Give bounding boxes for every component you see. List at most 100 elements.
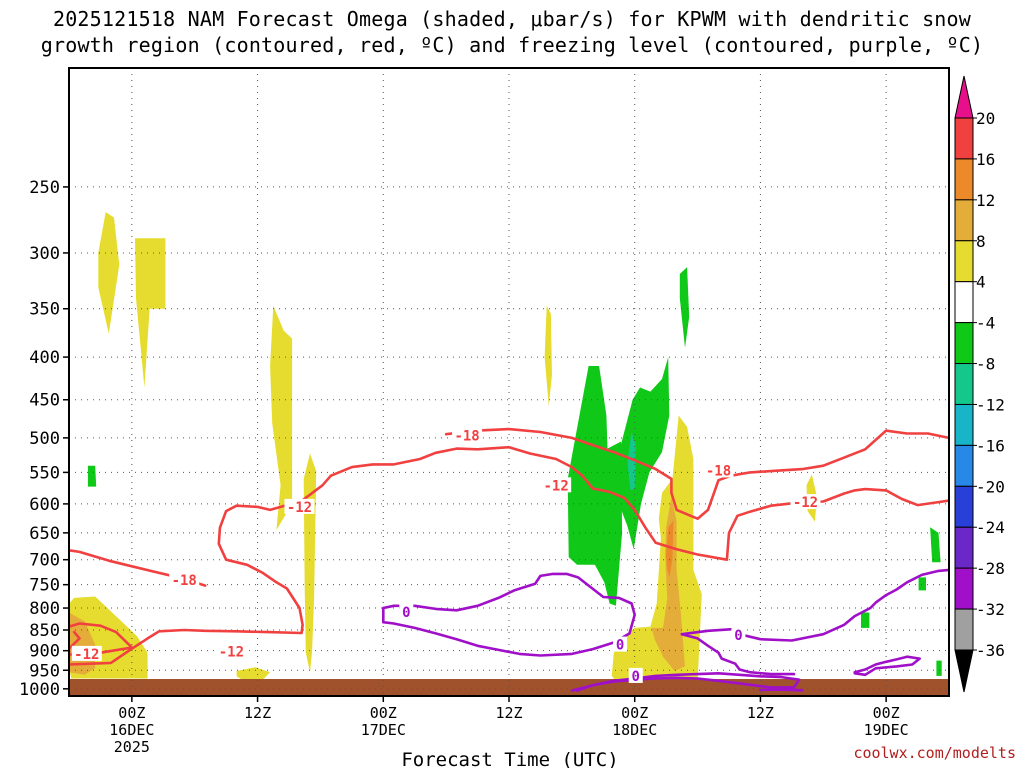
- y-tick-label-300: 300: [29, 244, 60, 264]
- plot-background: [69, 68, 949, 696]
- colorbar-label-3: 8: [976, 232, 986, 251]
- contour-label-5-0: 0: [632, 669, 640, 685]
- colorbar-label-10: -24: [976, 518, 1005, 537]
- contour-label-bg-1-1: [284, 498, 315, 514]
- colorbar-bin-12: [954, 608, 974, 651]
- chart-title-line1: 2025121518 NAM Forecast Omega (shaded, μ…: [52, 7, 972, 31]
- colorbar-label-4: 4: [976, 273, 986, 292]
- y-tick-label-850: 850: [29, 621, 60, 641]
- colorbar-label-12: -32: [976, 600, 1005, 619]
- contour-line-7: [680, 632, 796, 676]
- omega-shaded-region-19: [918, 577, 926, 591]
- y-tick-label-950: 950: [29, 661, 60, 681]
- contour-label-bg-1-3: [790, 494, 821, 510]
- omega-shaded-region-12: [679, 267, 690, 348]
- contour-line-5: [570, 672, 801, 692]
- x-tick-label-12-1: 12Z: [244, 704, 271, 722]
- x-axis-label: Forecast Time (UTC): [401, 749, 618, 768]
- colorbar-bin-2: [954, 199, 974, 242]
- omega-shaded-region-20: [861, 612, 870, 628]
- x-tick-label-48-1: 00Z: [621, 704, 648, 722]
- contour-label-bg-1-0: [216, 643, 247, 659]
- omega-shaded-region-14: [651, 497, 685, 671]
- y-tick-label-700: 700: [29, 551, 60, 571]
- omega-shaded-region-15: [666, 520, 674, 578]
- omega-shaded-region-1: [135, 238, 166, 388]
- x-tick-label-60-1: 12Z: [747, 704, 774, 722]
- contour-label-6-0: 0: [734, 628, 742, 644]
- colorbar-bin-7: [954, 403, 974, 446]
- x-tick-label-24-2: 17DEC: [361, 721, 406, 739]
- colorbar-bin-5: [954, 322, 974, 365]
- colorbar-label-5: -4: [976, 314, 995, 333]
- omega-shaded-region-21: [936, 660, 942, 676]
- omega-shaded-region-0: [98, 212, 120, 334]
- omega-shaded-region-18: [930, 527, 941, 563]
- y-tick-label-400: 400: [29, 348, 60, 368]
- contour-label-bg-5-0: [628, 667, 643, 683]
- y-tick-label-450: 450: [29, 391, 60, 411]
- contour-label-bg-2-0: [169, 571, 200, 587]
- contour-label-bg-3-0: [452, 427, 483, 443]
- colorbar-top-arrow: [954, 75, 974, 119]
- y-tick-label-350: 350: [29, 300, 60, 320]
- colorbar-label-0: 20: [976, 109, 995, 128]
- colorbar-bin-6: [954, 363, 974, 405]
- contour-label-bg-4-1: [613, 636, 628, 652]
- y-tick-label-800: 800: [29, 599, 60, 619]
- colorbar-bin-10: [954, 526, 974, 569]
- colorbar-bottom-arrow: [954, 649, 974, 693]
- contour-label-bg-6-0: [731, 627, 746, 643]
- x-tick-label-0-1: 00Z: [118, 704, 145, 722]
- contour-label-1-3: -12: [793, 495, 818, 511]
- colorbar-label-8: -16: [976, 436, 1005, 455]
- x-tick-label-72-1: 00Z: [873, 704, 900, 722]
- y-tick-label-550: 550: [29, 463, 60, 483]
- x-tick-label-48-2: 18DEC: [612, 721, 657, 739]
- contour-label-bg-3-1: [703, 462, 734, 478]
- omega-shaded-region-4: [270, 305, 293, 531]
- y-tick-label-1000: 1000: [19, 680, 60, 700]
- contour-label-bg-1-2: [541, 477, 572, 493]
- x-tick-label-72-2: 19DEC: [864, 721, 909, 739]
- contour-label-3-0: -18: [454, 429, 479, 445]
- credit-text: coolwx.com/modelts: [853, 744, 1016, 762]
- y-tick-label-600: 600: [29, 495, 60, 515]
- contour-label-4-1: 0: [616, 638, 624, 654]
- omega-shaded-region-10: [619, 357, 670, 550]
- chart-title-line2: growth region (contoured, red, ºC) and f…: [40, 33, 984, 57]
- omega-shaded-region-11: [627, 432, 636, 491]
- x-tick-label-36-1: 12Z: [495, 704, 522, 722]
- contour-label-bg-4-0: [399, 604, 414, 620]
- contour-label-3-1: -18: [706, 463, 731, 479]
- contour-label-1-0: -12: [219, 644, 244, 660]
- contour-line-8: [853, 655, 921, 677]
- contour-line-4: [382, 572, 636, 657]
- omega-shaded-region-9: [567, 366, 623, 606]
- y-tick-label-500: 500: [29, 429, 60, 449]
- colorbar-label-2: 12: [976, 191, 995, 210]
- colorbar-bin-0: [954, 117, 974, 160]
- contour-line-9: [759, 688, 804, 692]
- colorbar-bin-8: [954, 444, 974, 487]
- colorbar-label-13: -36: [976, 641, 1005, 660]
- y-tick-label-750: 750: [29, 576, 60, 596]
- contour-label-1-1: -12: [287, 500, 312, 516]
- contour-label-4-0: 0: [402, 605, 410, 621]
- omega-shaded-region-7: [544, 305, 552, 407]
- colorbar-label-9: -20: [976, 477, 1005, 496]
- contour-label-2-0: -18: [172, 573, 197, 589]
- contour-line-0: [69, 622, 134, 656]
- colorbar-bin-3: [954, 240, 974, 283]
- x-tick-label-0-3: 2025: [114, 738, 150, 756]
- contour-line-3: [444, 427, 949, 520]
- colorbar-bin-9: [954, 485, 974, 528]
- colorbar-bin-11: [954, 567, 974, 610]
- colorbar-bin-4: [954, 281, 974, 324]
- omega-shaded-region-8: [87, 465, 97, 487]
- x-tick-label-24-1: 00Z: [370, 704, 397, 722]
- colorbar-bin-1: [954, 158, 974, 201]
- colorbar-label-11: -28: [976, 559, 1005, 578]
- y-tick-label-250: 250: [29, 178, 60, 198]
